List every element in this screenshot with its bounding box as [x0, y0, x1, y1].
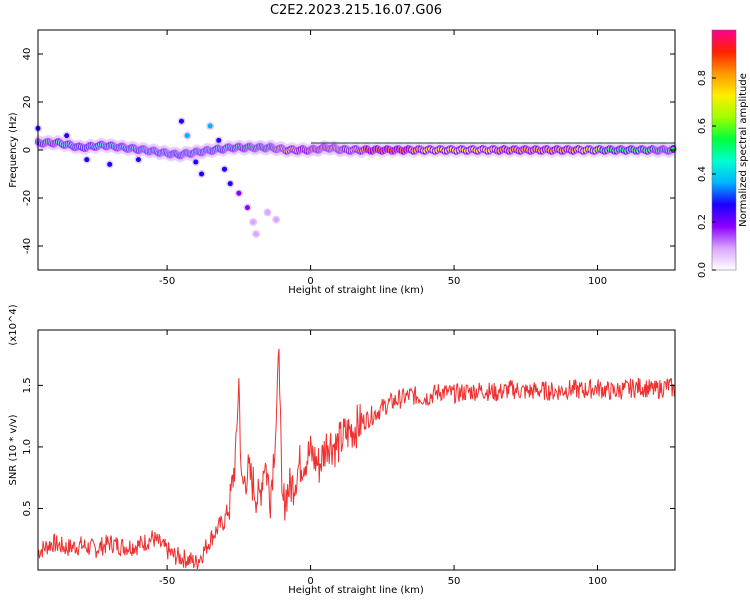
spectrogram-feature-mark	[236, 190, 242, 196]
snr-y-scale-note: (x10^4)	[8, 304, 19, 345]
colorbar-label: Normalized spectral amplitude	[738, 73, 749, 227]
spectrogram-x-axis-label: Height of straight line (km)	[288, 285, 424, 296]
snr-x-axis-label: Height of straight line (km)	[288, 585, 424, 596]
colorbar-tick-label: 0.6	[697, 118, 708, 134]
y-tick-label: 1.0	[22, 439, 33, 455]
spectrogram-feature-mark	[207, 123, 213, 129]
x-tick-label: -50	[159, 276, 175, 287]
spectrogram-y-ticks: -40 -20 0 20 40	[22, 48, 675, 254]
colorbar: 0.0 0.2 0.4 0.6 0.8 Normalized spectral ampl…	[697, 29, 749, 278]
spectrogram-feature-mark	[273, 217, 279, 223]
y-tick-label: 0.5	[22, 501, 33, 517]
colorbar-tick-label: 0.0	[697, 262, 708, 278]
spectrogram-feature-mark	[222, 166, 228, 172]
snr-y-axis-label: SNR (10 * v/v)	[8, 414, 19, 485]
colorbar-tick-label: 0.8	[697, 70, 708, 86]
y-tick-label: -40	[22, 238, 33, 254]
x-tick-label: 100	[588, 576, 607, 587]
snr-y-ticks: 0.5 1.0 1.5	[22, 377, 675, 516]
colorbar-ticks: 0.0 0.2 0.4 0.6 0.8	[697, 70, 716, 278]
x-tick-label: 0	[307, 576, 313, 587]
spectrogram-feature-mark	[227, 181, 233, 187]
y-tick-label: 0	[22, 147, 33, 153]
y-tick-label: -20	[22, 190, 33, 206]
snr-x-ticks: -50 0 50 100	[159, 330, 607, 587]
y-tick-label: 20	[22, 96, 33, 109]
spectrogram-feature-mark	[193, 159, 199, 165]
spectrogram-feature-mark	[178, 118, 184, 124]
figure-title: C2E2.2023.215.16.07.G06	[270, 3, 442, 18]
snr-panel: -50 0 50 100 0.5 1.0 1.5 Height of straight l…	[8, 304, 676, 596]
spectrogram-feature-mark	[84, 157, 90, 163]
spectrogram-feature-mark	[253, 231, 259, 237]
spectrogram-x-ticks: -50 0 50 100	[159, 30, 607, 287]
spectrogram-feature-mark	[107, 161, 113, 167]
spectrogram-feature-mark	[216, 137, 222, 143]
x-tick-label: 50	[448, 276, 461, 287]
colorbar-gradient	[712, 30, 736, 270]
snr-series-line	[37, 348, 676, 570]
snr-frame	[37, 329, 676, 571]
spectrogram-feature-mark	[199, 171, 205, 177]
snr-plot-area	[38, 330, 675, 570]
x-tick-label: -50	[159, 576, 175, 587]
spectrogram-feature-mark	[250, 219, 256, 225]
y-tick-label: 40	[22, 48, 33, 61]
colorbar-frame	[711, 29, 737, 271]
spectrogram-feature-mark	[135, 157, 141, 163]
x-tick-label: 50	[448, 576, 461, 587]
spectrogram-feature-mark	[244, 205, 250, 211]
y-tick-label: 1.5	[22, 377, 33, 393]
spectrogram-marks	[34, 117, 678, 238]
spectrogram-feature-mark	[265, 209, 271, 215]
colorbar-tick-label: 0.4	[697, 166, 708, 182]
spectrogram-feature-mark	[64, 133, 70, 139]
spectrogram-panel: -50 0 50 100 -40 -20 0 20 40 Height of straight…	[8, 29, 678, 296]
x-tick-label: 0	[307, 276, 313, 287]
spectrogram-y-axis-label: Frequency (Hz)	[8, 112, 19, 188]
colorbar-tick-label: 0.2	[697, 214, 708, 230]
x-tick-label: 100	[588, 276, 607, 287]
spectrogram-feature-mark	[184, 133, 190, 139]
